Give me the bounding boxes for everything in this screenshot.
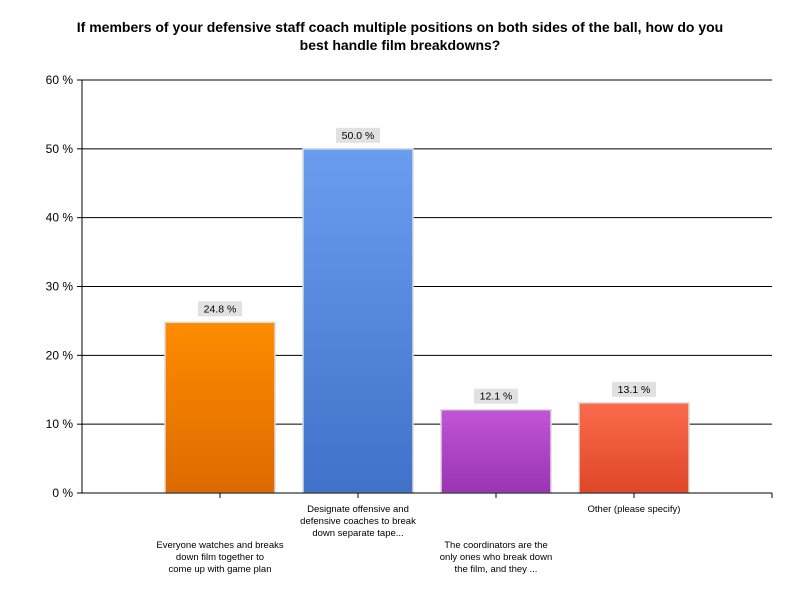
chart-title-line-1: If members of your defensive staff coach… bbox=[77, 19, 723, 35]
bar-3 bbox=[440, 408, 552, 494]
y-tick-label: 60 % bbox=[46, 73, 74, 87]
bars bbox=[164, 148, 690, 494]
value-labels: 24.8 % 50.0 % 12.1 % 13.1 % bbox=[198, 127, 656, 404]
bar-4 bbox=[578, 402, 690, 494]
value-label-box bbox=[474, 388, 518, 404]
value-label-box bbox=[198, 301, 242, 317]
y-tick-label: 30 % bbox=[46, 280, 74, 294]
axes bbox=[81, 80, 773, 498]
value-label-box bbox=[612, 381, 656, 397]
y-tick-label: 10 % bbox=[46, 417, 74, 431]
chart-title-line-2: best handle film breakdowns? bbox=[300, 37, 501, 53]
y-tick-label: 20 % bbox=[46, 348, 74, 362]
category-label-3: The coordinators are the only ones who br… bbox=[440, 540, 553, 575]
value-label-box bbox=[336, 127, 380, 143]
y-tick-label: 50 % bbox=[46, 142, 74, 156]
y-axis-ticks: 0 % 10 % 20 % 30 % 40 % 50 % 60 % bbox=[46, 73, 82, 500]
value-label-2: 50.0 % bbox=[342, 130, 375, 142]
value-label-3: 12.1 % bbox=[480, 391, 513, 403]
value-label-1: 24.8 % bbox=[204, 303, 237, 315]
category-label-2: Designate offensive and defensive coaches… bbox=[300, 504, 416, 539]
x-axis-categories: Everyone watches and breaks down film tog… bbox=[156, 504, 680, 575]
y-tick-label: 0 % bbox=[52, 486, 73, 500]
y-tick-label: 40 % bbox=[46, 211, 74, 225]
bar-2 bbox=[302, 148, 414, 494]
bar-1 bbox=[164, 321, 276, 494]
value-label-4: 13.1 % bbox=[618, 384, 651, 396]
category-label-4: Other (please specify) bbox=[588, 504, 681, 515]
category-label-1: Everyone watches and breaks down film tog… bbox=[156, 540, 284, 575]
